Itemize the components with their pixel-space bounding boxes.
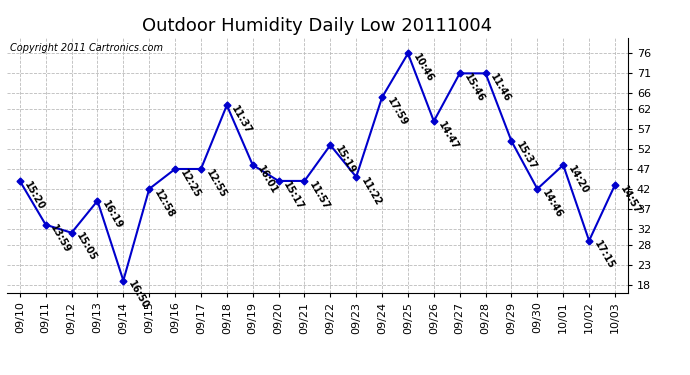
Text: 17:59: 17:59: [385, 96, 409, 128]
Text: 15:17: 15:17: [282, 180, 306, 212]
Text: 15:20: 15:20: [23, 180, 47, 212]
Text: 14:20: 14:20: [566, 164, 590, 195]
Text: 15:05: 15:05: [75, 231, 99, 263]
Text: 14:57: 14:57: [618, 183, 642, 215]
Text: 14:47: 14:47: [437, 120, 461, 152]
Text: 12:58: 12:58: [152, 188, 176, 219]
Text: 11:57: 11:57: [307, 180, 331, 212]
Text: 17:15: 17:15: [592, 239, 616, 271]
Text: Copyright 2011 Cartronics.com: Copyright 2011 Cartronics.com: [10, 43, 163, 52]
Text: 11:46: 11:46: [489, 72, 513, 104]
Text: 16:01: 16:01: [255, 164, 279, 195]
Text: 10:46: 10:46: [411, 52, 435, 84]
Text: 14:46: 14:46: [540, 188, 564, 219]
Text: 15:19: 15:19: [333, 144, 357, 176]
Text: 16:50: 16:50: [126, 279, 150, 311]
Title: Outdoor Humidity Daily Low 20111004: Outdoor Humidity Daily Low 20111004: [142, 16, 493, 34]
Text: 11:37: 11:37: [230, 104, 254, 136]
Text: 11:22: 11:22: [359, 176, 383, 207]
Text: 12:55: 12:55: [204, 168, 228, 200]
Text: 15:46: 15:46: [462, 72, 486, 104]
Text: 13:59: 13:59: [48, 224, 72, 255]
Text: 12:25: 12:25: [178, 168, 202, 200]
Text: 15:37: 15:37: [514, 140, 538, 171]
Text: 16:19: 16:19: [100, 200, 124, 231]
